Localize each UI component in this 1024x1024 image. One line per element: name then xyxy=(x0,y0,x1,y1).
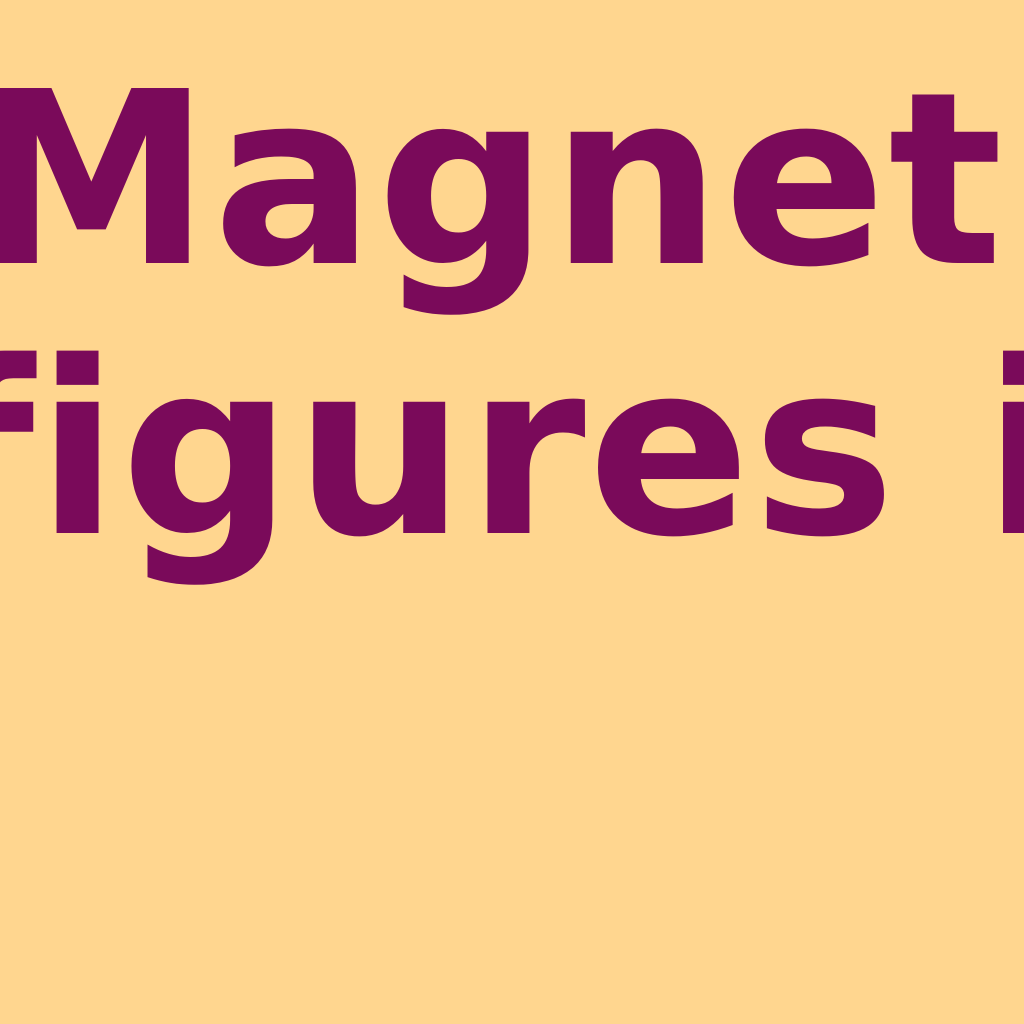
text-line-2: figures in xyxy=(0,310,1024,590)
text-line-1: Magnetic xyxy=(0,40,1024,320)
